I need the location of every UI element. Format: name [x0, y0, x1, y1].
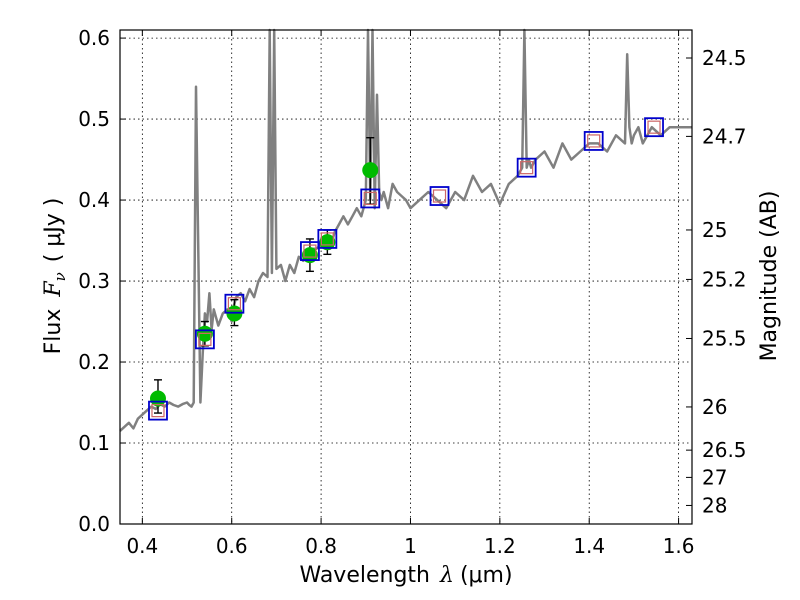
model-point — [360, 188, 381, 209]
y-tick-label: 0.2 — [78, 350, 110, 374]
model-point — [195, 329, 215, 350]
model-point — [583, 131, 604, 151]
y-tick-label: 0.6 — [78, 26, 110, 50]
y2-tick-label: 26.5 — [702, 438, 747, 462]
spectrum-line — [119, 28, 692, 432]
y-axis-subscript: ν — [51, 272, 69, 281]
x-tick-label: 0.4 — [126, 534, 158, 558]
observed-point — [319, 234, 336, 251]
model-point — [317, 229, 338, 249]
y-axis-title-prefix: Flux — [41, 309, 66, 355]
observed-point — [301, 247, 318, 264]
y2-tick-label: 27 — [702, 465, 727, 489]
y2-tick-label: 24.5 — [702, 46, 747, 70]
observed-point — [362, 162, 379, 179]
model-point — [224, 293, 245, 314]
plot-frame — [119, 29, 693, 525]
y-axis-title: Flux Fν ( μJy ) — [41, 198, 69, 355]
y2-tick-label: 25.2 — [702, 267, 747, 291]
model-point — [300, 241, 320, 261]
y-axis-symbol: F — [41, 281, 66, 298]
x-tick-label: 1.6 — [663, 534, 695, 558]
tick-marks — [120, 30, 692, 525]
y2-tick-label: 25.5 — [702, 326, 747, 350]
x-tick-label: 0.6 — [216, 534, 248, 558]
observed-points — [149, 162, 379, 407]
y2-tick-label: 24.7 — [702, 124, 747, 148]
grid — [120, 30, 692, 525]
y2-tick-label: 26 — [702, 395, 727, 419]
x-tick-label: 0.8 — [305, 534, 337, 558]
y2-axis-title: Magnitude (AB) — [757, 191, 782, 362]
model-point — [644, 117, 664, 138]
model-point — [429, 186, 450, 206]
y-axis-unit: ( μJy ) — [41, 198, 66, 263]
x-tick-label: 1.2 — [484, 534, 516, 558]
model-point — [516, 157, 537, 178]
y-tick-label: 0.1 — [78, 431, 110, 455]
x-axis-title: Wavelength λ (μm) — [299, 563, 512, 588]
spectrum-series — [119, 28, 692, 432]
y-tick-label: 0.0 — [78, 512, 110, 536]
y2-tick-label: 25 — [702, 218, 727, 242]
x-axis-symbol: λ — [439, 563, 454, 588]
y-tick-label: 0.5 — [78, 107, 110, 131]
model-boxes — [148, 117, 664, 421]
x-tick-label: 1.4 — [573, 534, 605, 558]
x-tick-label: 1 — [404, 534, 417, 558]
y-tick-label: 0.3 — [78, 269, 110, 293]
tick-labels: 0.4 0.6 0.8 1 1.2 1.4 1.6 0.0 0.1 0.2 0.3 0.4 0.5 0.6… — [78, 26, 746, 558]
x-axis-title-prefix: Wavelength — [299, 563, 430, 588]
x-axis-unit: (μm) — [460, 563, 513, 588]
y2-tick-label: 28 — [702, 493, 727, 517]
y-tick-label: 0.4 — [78, 188, 110, 212]
model-point — [148, 400, 168, 421]
